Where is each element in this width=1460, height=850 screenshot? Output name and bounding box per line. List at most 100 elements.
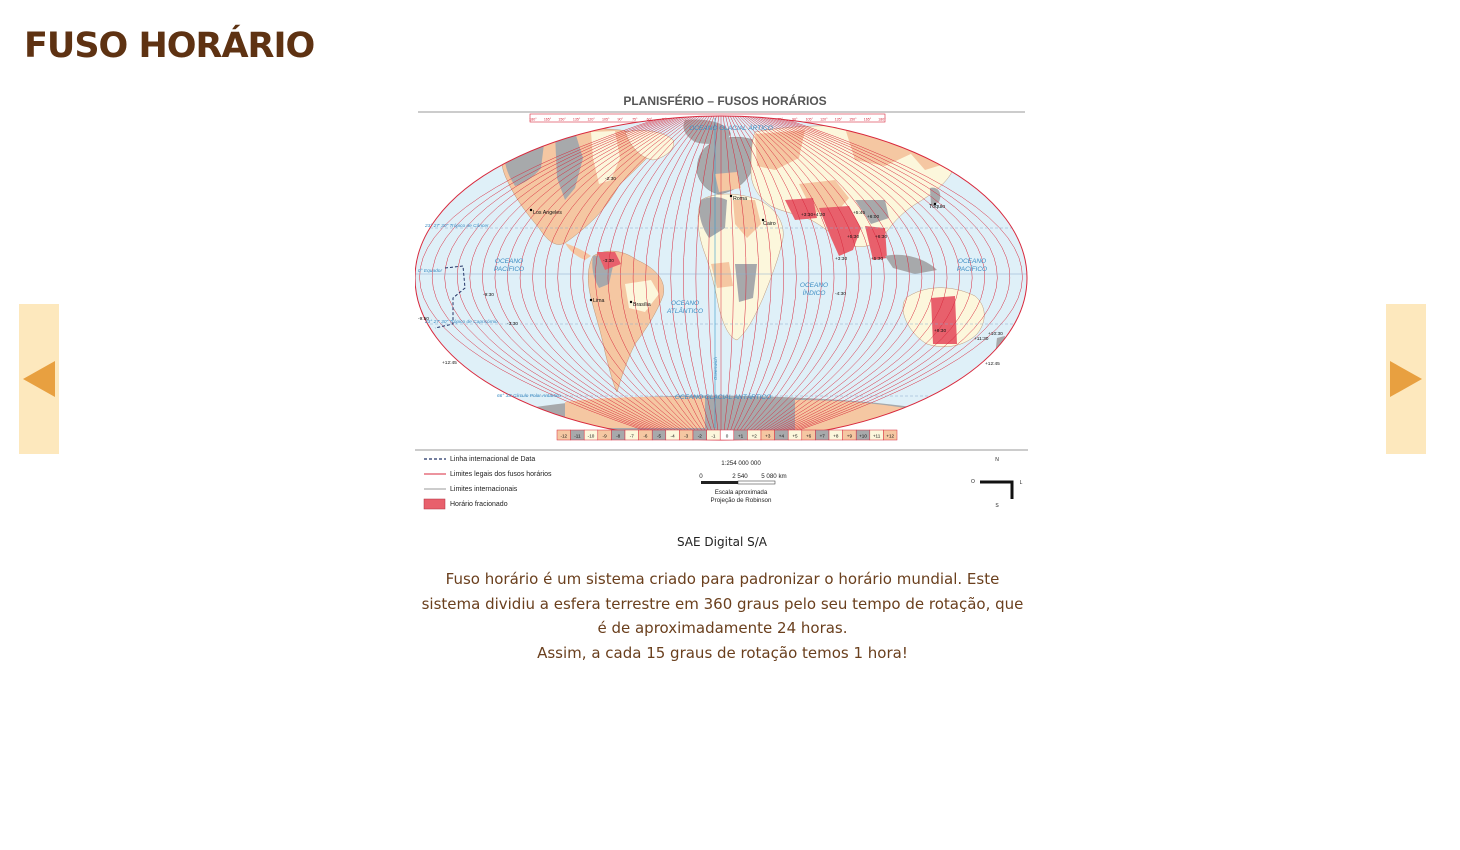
meridian-line xyxy=(507,116,688,440)
image-credit: SAE Digital S/A xyxy=(676,535,768,549)
zone-label: +7 xyxy=(820,433,826,438)
meridian-line xyxy=(708,116,720,440)
scale-tick-2: 5 080 km xyxy=(761,473,786,480)
description-paragraph-1: Fuso horário é um sistema criado para pa… xyxy=(421,570,1024,637)
zone-label: +12 xyxy=(886,433,894,438)
meridian-line xyxy=(722,116,734,440)
label-atlantic-ocean-2: ATLÂNTICO xyxy=(666,306,703,315)
zone-label: -1 xyxy=(711,433,716,438)
offset-label: +5:45 xyxy=(853,210,865,216)
zone-label: +1 xyxy=(738,433,744,438)
meridian-line xyxy=(724,116,747,440)
zone-label: +5 xyxy=(792,433,798,438)
zone-label: +6 xyxy=(806,433,812,438)
compass-l: L xyxy=(1020,480,1023,486)
city-los-angeles: Los Angeles xyxy=(533,210,562,216)
label-pacific-ocean-east-2: PACÍFICO xyxy=(957,264,987,273)
zone-label: -9 xyxy=(603,433,608,438)
offset-label: +3:30 xyxy=(835,256,847,262)
meridian-line xyxy=(494,116,686,440)
meridian-line xyxy=(736,116,822,440)
label-pacific-ocean-west: OCEANO xyxy=(495,258,523,265)
zone-label: +8 xyxy=(833,433,839,438)
meridian-line xyxy=(582,116,700,440)
degree-label: 150° xyxy=(558,118,566,122)
meridian-line xyxy=(431,116,676,440)
offset-label: +12:45 xyxy=(985,361,1000,367)
meridian-line xyxy=(444,116,678,440)
offset-label: -9:50 xyxy=(418,316,429,322)
city-toquio: Tóquio xyxy=(929,204,945,210)
offset-label: +3:30 xyxy=(801,212,813,218)
page-title: FUSO HORÁRIO xyxy=(24,26,315,66)
scale-tick-1: 2 540 xyxy=(732,473,748,480)
zone-label: -5 xyxy=(657,433,662,438)
label-indian-ocean: OCEANO xyxy=(800,282,828,289)
description-text: Fuso horário é um sistema criado para pa… xyxy=(415,567,1030,665)
degree-label: 105° xyxy=(806,118,814,122)
zone-label: -10 xyxy=(588,433,595,438)
left-triangle-icon xyxy=(23,361,55,397)
offset-label: -2:30 xyxy=(605,176,616,182)
label-greenwich: Greenwich xyxy=(713,357,719,380)
meridian-line xyxy=(728,116,772,440)
previous-button[interactable] xyxy=(19,304,59,454)
offset-label: +10:30 xyxy=(988,331,1003,337)
zone-label: +9 xyxy=(847,433,853,438)
degree-label: 105° xyxy=(602,118,610,122)
degree-label: 135° xyxy=(835,118,843,122)
zone-label: -8 xyxy=(616,433,621,438)
meridian-line xyxy=(544,116,694,440)
description-paragraph-2: Assim, a cada 15 graus de rotação temos … xyxy=(537,643,908,662)
zone-label: -12 xyxy=(560,433,567,438)
zone-label: +10 xyxy=(859,433,867,438)
degree-label: 165° xyxy=(864,118,872,122)
zone-label: 0 xyxy=(726,433,729,438)
degree-label: 75° xyxy=(632,118,638,122)
degree-label: 165° xyxy=(544,118,552,122)
meridian-line xyxy=(645,116,710,440)
offset-label: -3:30 xyxy=(507,321,518,327)
offset-label: +5:30 xyxy=(847,234,859,240)
meridian-line xyxy=(657,116,712,440)
meridian-line xyxy=(570,116,698,440)
zone-label: -7 xyxy=(630,433,635,438)
offset-label: +9:30 xyxy=(934,328,946,334)
label-antarctic-circle: 66° 33' Círculo Polar Antártico xyxy=(497,393,561,399)
map-title: PLANISFÉRIO – FUSOS HORÁRIOS xyxy=(623,93,826,108)
meridian-line xyxy=(695,116,718,440)
meridian-line xyxy=(762,116,985,440)
offset-label: +5:30 xyxy=(871,256,883,262)
meridian-line xyxy=(744,116,872,440)
meridian-line xyxy=(730,116,785,440)
zone-label: +3 xyxy=(765,433,771,438)
offset-label: +12:45 xyxy=(442,360,457,366)
degree-label: 150° xyxy=(849,118,857,122)
meridian-line xyxy=(748,116,898,440)
meridian-line xyxy=(764,116,998,440)
meridian-line xyxy=(457,116,680,440)
offset-label: +4:30 xyxy=(813,212,825,218)
meridian-line xyxy=(670,116,714,440)
zone-label: +11 xyxy=(873,433,881,438)
scale-tick-0: 0 xyxy=(699,473,703,480)
label-tropic-capricorn: 23° 27' 30" Trópico de Capricórnio xyxy=(424,319,498,325)
legend-date-line: Linha internacional de Data xyxy=(450,456,535,463)
legend-intl-limits: Limites internacionais xyxy=(450,486,518,493)
degree-label: 60° xyxy=(647,118,653,122)
zone-label: -3 xyxy=(684,433,689,438)
meridian-line xyxy=(632,116,708,440)
compass-s: S xyxy=(995,503,999,509)
meridian-line xyxy=(756,116,948,440)
offset-label: +6:00 xyxy=(867,214,879,220)
city-cairo: Cairo xyxy=(763,221,776,227)
meridian-line xyxy=(607,116,704,440)
offset-label: +11:30 xyxy=(974,336,989,342)
label-equator: 0° Equador xyxy=(418,268,442,274)
next-button[interactable] xyxy=(1386,304,1426,454)
zone-label: -2 xyxy=(698,433,703,438)
degree-label: 90° xyxy=(618,118,624,122)
meridian-line xyxy=(620,116,706,440)
zone-label: +4 xyxy=(779,433,785,438)
city-lima: Lima xyxy=(593,298,605,304)
